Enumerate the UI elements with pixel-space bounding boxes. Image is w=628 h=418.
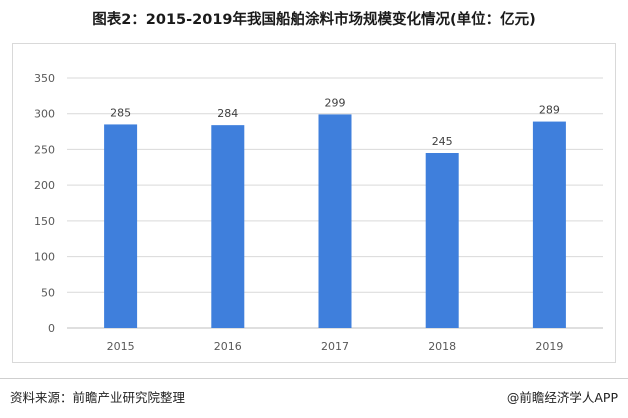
x-tick-label: 2015 <box>107 340 135 353</box>
data-label: 299 <box>325 96 346 109</box>
x-tick-label: 2016 <box>214 340 242 353</box>
y-tick-label: 350 <box>34 72 55 85</box>
bar <box>104 124 138 328</box>
bar <box>211 125 245 329</box>
x-tick-label: 2018 <box>428 340 456 353</box>
bar <box>318 114 352 328</box>
footer-divider <box>0 378 628 379</box>
y-tick-label: 0 <box>48 322 55 335</box>
x-tick-label: 2017 <box>321 340 349 353</box>
y-tick-label: 200 <box>34 179 55 192</box>
source-note: 资料来源：前瞻产业研究院整理 <box>10 390 186 405</box>
y-tick-label: 150 <box>34 215 55 228</box>
data-label: 289 <box>539 104 560 117</box>
bar-chart: 0 50 100 150 200 250 300 350 285 2015 284 2016 299 20… <box>34 72 603 353</box>
y-tick-label: 300 <box>34 108 55 121</box>
data-label: 245 <box>432 135 453 148</box>
credit-note: @前瞻经济学人APP <box>506 390 618 405</box>
bar <box>425 153 459 328</box>
x-tick-label: 2019 <box>535 340 563 353</box>
data-label: 284 <box>217 107 238 120</box>
bar <box>532 121 566 328</box>
chart-area: 0 50 100 150 200 250 300 350 285 2015 284 2016 299 20… <box>12 43 616 363</box>
y-tick-label: 100 <box>34 251 55 264</box>
chart-title: 图表2：2015-2019年我国船舶涂料市场规模变化情况(单位：亿元) <box>92 12 536 28</box>
data-label: 285 <box>110 106 131 119</box>
y-tick-label: 50 <box>41 286 55 299</box>
y-tick-label: 250 <box>34 143 55 156</box>
